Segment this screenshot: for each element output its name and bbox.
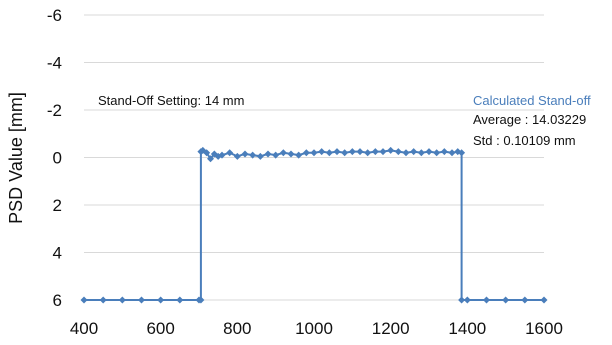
x-tick-label: 800 xyxy=(223,319,251,338)
average-label: Average : 14.03229 xyxy=(473,112,586,127)
data-point xyxy=(502,296,510,304)
data-point xyxy=(226,149,234,157)
series-layer xyxy=(80,146,548,304)
data-point xyxy=(417,149,425,157)
standoff-setting-label: Stand-Off Setting: 14 mm xyxy=(98,93,244,108)
x-tick-label: 1400 xyxy=(448,319,486,338)
data-point xyxy=(264,150,272,158)
data-point xyxy=(402,149,410,157)
data-point xyxy=(256,152,264,160)
data-point xyxy=(138,296,145,304)
data-point xyxy=(233,152,241,160)
y-tick-label: 0 xyxy=(53,149,62,168)
data-point xyxy=(333,148,341,156)
data-point xyxy=(448,149,456,157)
data-point xyxy=(483,296,490,304)
y-axis-title: PSD Value [mm] xyxy=(6,92,26,224)
data-point xyxy=(364,149,372,157)
data-point xyxy=(371,148,379,156)
data-point xyxy=(341,149,349,157)
data-point xyxy=(425,148,433,156)
y-tick-labels: -6 -4 -2 0 2 4 6 xyxy=(47,6,62,310)
data-point xyxy=(458,149,466,157)
y-tick-label: 4 xyxy=(53,244,62,263)
data-point xyxy=(318,148,326,156)
y-tick-label: -6 xyxy=(47,6,62,25)
x-tick-label: 1000 xyxy=(295,319,333,338)
data-point xyxy=(387,146,395,154)
data-point xyxy=(356,148,364,156)
data-point xyxy=(458,296,466,304)
data-point xyxy=(348,148,356,156)
y-tick-label: -4 xyxy=(47,54,62,73)
x-tick-label: 400 xyxy=(70,319,98,338)
data-point xyxy=(463,296,471,304)
data-point xyxy=(207,155,214,163)
data-point xyxy=(310,149,318,157)
data-point xyxy=(176,296,184,304)
data-point xyxy=(394,148,402,156)
x-tick-label: 600 xyxy=(146,319,174,338)
data-point xyxy=(302,149,310,157)
x-tick-labels: 400 600 800 1000 1200 1400 1600 xyxy=(70,319,563,338)
data-point xyxy=(272,151,280,159)
data-point xyxy=(440,148,448,156)
data-point xyxy=(157,296,165,304)
std-label: Std : 0.10109 mm xyxy=(473,133,576,148)
data-point xyxy=(295,151,303,159)
gridlines xyxy=(84,14,544,301)
data-point xyxy=(241,150,249,158)
data-point xyxy=(410,148,418,156)
data-point xyxy=(218,151,226,159)
data-point xyxy=(197,296,205,304)
data-point xyxy=(325,149,333,157)
series-line xyxy=(84,149,544,301)
data-point xyxy=(118,296,126,304)
data-point xyxy=(287,150,295,158)
y-tick-label: 2 xyxy=(53,196,62,215)
data-point xyxy=(521,296,529,304)
y-tick-label: -2 xyxy=(47,101,62,120)
data-point xyxy=(203,149,211,157)
x-tick-label: 1200 xyxy=(372,319,410,338)
data-point xyxy=(249,151,257,159)
data-point xyxy=(433,149,441,157)
data-point xyxy=(80,296,88,304)
data-point xyxy=(99,296,107,304)
data-point xyxy=(379,148,387,156)
data-point xyxy=(540,296,548,304)
legend-title: Calculated Stand-off xyxy=(473,93,591,108)
x-tick-label: 1600 xyxy=(525,319,563,338)
data-point xyxy=(279,149,287,157)
y-tick-label: 6 xyxy=(53,291,62,310)
